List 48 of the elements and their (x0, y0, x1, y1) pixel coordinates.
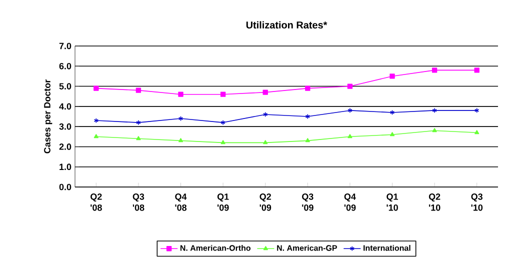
y-axis-title: Cases per Doctor (44, 80, 52, 154)
y-tick-label: 5.0 (59, 83, 72, 90)
point (390, 110, 395, 116)
point (348, 108, 352, 114)
point (220, 140, 226, 144)
point (347, 84, 353, 89)
y-tick-label: 3.0 (59, 123, 72, 130)
point (432, 128, 437, 132)
point (262, 90, 268, 95)
point (94, 86, 99, 91)
x-tick-label: Q2 '08 (90, 194, 102, 211)
point (432, 108, 437, 114)
y-tick-label: 0.0 (59, 184, 72, 190)
y-tick-label: 6.0 (59, 62, 72, 70)
point (305, 138, 310, 142)
point (474, 68, 480, 73)
point (390, 132, 395, 136)
point (136, 120, 141, 126)
y-tick-label: 7.0 (59, 42, 72, 50)
x-tick-label: Q3 '09 (302, 194, 314, 211)
point (94, 134, 98, 138)
point (220, 92, 226, 97)
x-tick-label: Q4 '09 (344, 194, 356, 211)
point (136, 136, 141, 140)
point (178, 92, 184, 97)
point (263, 140, 268, 144)
point (348, 134, 352, 138)
x-tick-label: Q2 '10 (428, 194, 440, 211)
x-tick-label: Q4 '08 (175, 194, 187, 211)
x-tick-label: Q3 '08 (132, 194, 144, 211)
point (263, 112, 268, 118)
point (136, 88, 142, 93)
point (220, 120, 226, 126)
point (390, 74, 395, 79)
x-tick-label: Q2 '09 (260, 194, 272, 211)
point (432, 68, 438, 73)
point (178, 138, 184, 142)
x-tick-label: Q1 '10 (386, 194, 398, 211)
point (178, 116, 184, 122)
point (474, 130, 480, 134)
chart-title: Utilization Rates* (246, 21, 328, 29)
point (305, 86, 310, 91)
x-tick-label: Q3 '10 (471, 194, 483, 211)
y-tick-label: 1.0 (60, 164, 72, 170)
y-tick-label: 4.0 (59, 103, 72, 110)
point (305, 114, 310, 120)
y-tick-label: 2.0 (59, 144, 72, 150)
x-tick-label: Q1 '09 (217, 194, 229, 211)
